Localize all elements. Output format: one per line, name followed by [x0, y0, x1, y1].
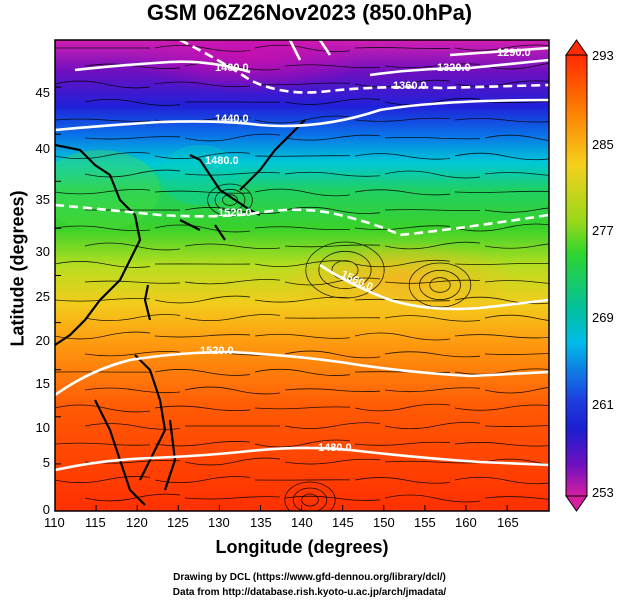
y-axis-label: Latitude (degrees)	[7, 190, 28, 347]
x-tick-label: 130	[208, 515, 230, 530]
streamline	[55, 368, 549, 376]
streamline	[84, 133, 549, 142]
streamline	[84, 277, 549, 286]
streamline	[84, 62, 549, 71]
streamline	[55, 295, 549, 305]
streamline-swirl	[318, 250, 372, 290]
streamline	[84, 241, 549, 251]
y-tick-label: 40	[35, 141, 50, 156]
streamline-swirl	[222, 194, 238, 206]
x-tick-label: 120	[126, 515, 148, 530]
x-ticks-marks	[54, 505, 508, 511]
y-tick-label: 25	[35, 289, 50, 304]
streamline-swirl	[284, 481, 336, 511]
streamline	[55, 223, 549, 233]
y-tick-label: 30	[35, 244, 50, 259]
streamline	[55, 188, 549, 197]
streamline	[84, 169, 549, 179]
contour-label: 1320.0	[437, 62, 471, 74]
colorbar-tick-label: 253	[592, 485, 614, 500]
contour-label: 1480.0	[318, 442, 352, 454]
streamlines	[55, 44, 549, 511]
streamline-swirl	[305, 241, 385, 299]
streamline	[55, 476, 549, 485]
streamline	[84, 421, 549, 430]
streamline	[55, 259, 549, 268]
streamline-swirl	[214, 188, 246, 212]
contour-label: 1520.0	[218, 207, 252, 219]
y-tick-label: 10	[35, 420, 50, 435]
streamline	[55, 79, 549, 89]
streamline-swirl	[419, 269, 461, 301]
x-tick-label: 160	[455, 515, 477, 530]
y-tick-label: 45	[35, 85, 50, 100]
streamline-swirl	[429, 277, 451, 293]
colorbar-tick-label: 293	[592, 48, 614, 63]
x-tick-label: 165	[497, 515, 519, 530]
x-axis-label: Longitude (degrees)	[215, 537, 389, 557]
x-tick-label: 110	[44, 515, 65, 530]
streamline-swirl	[301, 493, 319, 507]
colorbar-tick-label: 285	[592, 137, 614, 152]
contour-label: 1520.0	[200, 345, 234, 357]
height-contours	[55, 40, 549, 472]
streamline	[55, 331, 549, 341]
colorbar-tick-label: 269	[592, 310, 614, 325]
streamline-swirl	[292, 487, 328, 511]
contour-label: 1290.0	[497, 47, 531, 59]
credit-drawing: Drawing by DCL (https://www.gfd-dennou.o…	[173, 572, 446, 583]
streamline	[55, 439, 549, 448]
streamline	[84, 350, 549, 359]
contour-label: 1480.0	[205, 155, 239, 167]
y-tick-label: 0	[42, 502, 50, 517]
y-tick-label: 35	[35, 192, 50, 207]
contour-label: 1440.0	[215, 113, 249, 125]
chart-title: GSM 06Z26Nov2023 (850.0hPa)	[146, 0, 473, 25]
contour-label: 1400.0	[215, 62, 249, 74]
y-tick-label: 15	[35, 376, 50, 391]
x-tick-label: 125	[167, 515, 189, 530]
streamline	[84, 457, 549, 466]
streamline-swirl	[408, 262, 472, 308]
colorbar-tick-label: 277	[592, 223, 614, 238]
streamline	[84, 97, 549, 106]
y-tick-label: 5	[42, 455, 50, 470]
x-tick-label: 140	[291, 515, 313, 530]
x-tick-label: 155	[414, 515, 436, 530]
streamline	[55, 403, 549, 413]
colorbar	[565, 39, 588, 512]
x-tick-label: 145	[332, 515, 354, 530]
x-tick-label: 115	[85, 515, 106, 530]
credit-data: Data from http://database.rish.kyoto-u.a…	[172, 587, 447, 598]
x-tick-label: 150	[373, 515, 395, 530]
streamline	[55, 44, 549, 53]
y-ticks-marks	[55, 86, 61, 512]
contour-label: 1360.0	[393, 80, 427, 92]
streamline	[84, 386, 549, 395]
streamline	[84, 314, 549, 322]
streamline	[55, 152, 549, 161]
y-tick-label: 20	[35, 333, 50, 348]
colorbar-tick-label: 261	[592, 397, 614, 412]
x-tick-label: 135	[250, 515, 272, 530]
